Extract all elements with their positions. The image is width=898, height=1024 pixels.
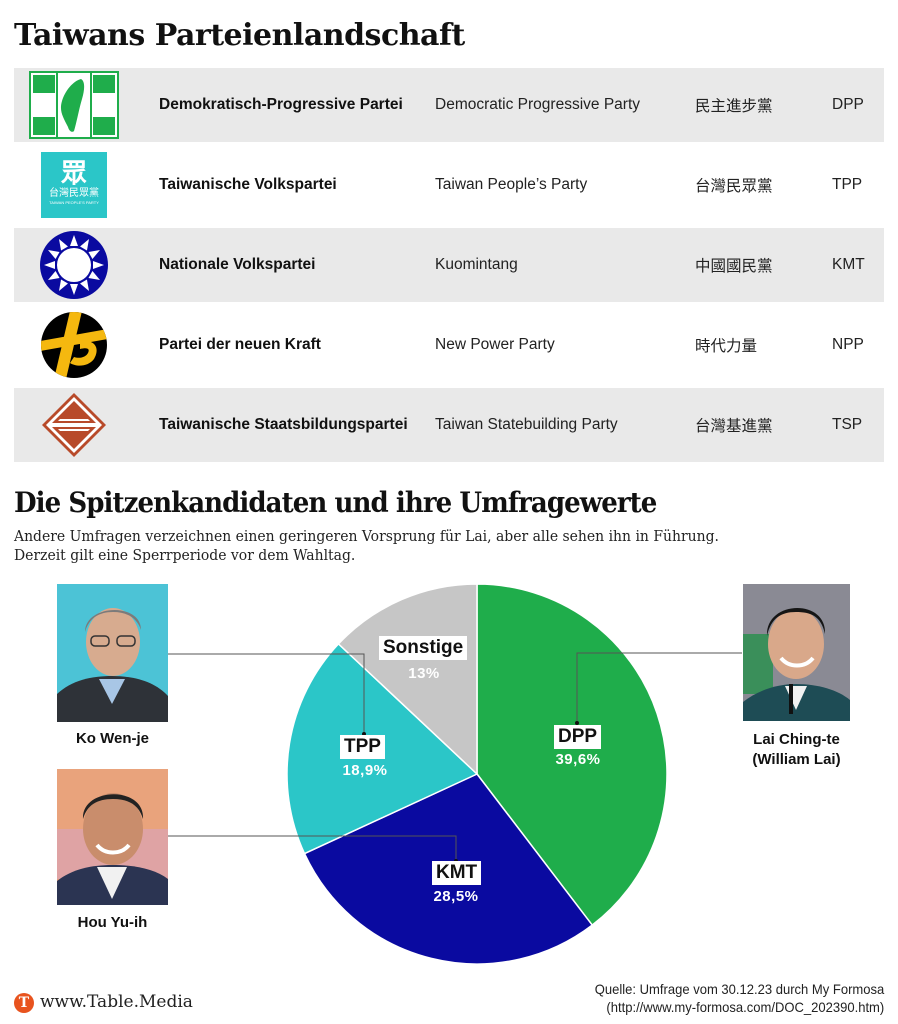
party-english-name: Taiwan Statebuilding Party bbox=[435, 416, 618, 433]
slice-label-dpp: DPP bbox=[554, 725, 602, 749]
portrait-icon bbox=[57, 608, 168, 722]
npp-logo-icon bbox=[41, 312, 107, 378]
party-abbr: TSP bbox=[832, 416, 863, 433]
candidate-name-lai: Lai Ching-te (William Lai) bbox=[752, 731, 841, 768]
section-subtitle: Andere Umfragen verzeichnen einen gering… bbox=[14, 527, 719, 564]
slice-label-tpp: TPP bbox=[340, 735, 385, 759]
slice-value-kmt: 28,5% bbox=[433, 888, 479, 905]
candidate-name-ko: Ko Wen-je bbox=[75, 730, 150, 747]
candidate-photo-lai bbox=[743, 584, 850, 721]
party-row-kmt: Nationale Volkspartei Kuomintang 中國國民黨 K… bbox=[14, 228, 884, 302]
party-row-tsp: Taiwanische Staatsbildungspartei Taiwan … bbox=[14, 388, 884, 462]
footer-url-link[interactable]: www.Table.Media bbox=[40, 992, 193, 1012]
slice-label-sonstige: Sonstige bbox=[379, 636, 468, 660]
party-german-name: Taiwanische Staatsbildungspartei bbox=[159, 416, 408, 433]
party-abbr: NPP bbox=[832, 336, 864, 353]
page-title: Taiwans Parteienlandschaft bbox=[14, 18, 465, 53]
source-note: Quelle: Umfrage vom 30.12.23 durch My Fo… bbox=[594, 981, 884, 1015]
candidate-photo-ko bbox=[57, 584, 168, 722]
party-row-tpp: 眾 台灣民眾黨 TAIWAN PEOPLE'S PARTY Taiwanisch… bbox=[14, 142, 884, 228]
party-table: Demokratisch-Progressive Partei Democrat… bbox=[14, 68, 884, 462]
party-abbr: KMT bbox=[832, 256, 865, 273]
party-chinese-name: 台灣民眾黨 bbox=[695, 178, 773, 195]
table-media-logo-icon: T bbox=[14, 993, 34, 1013]
pie-slice-dpp[interactable] bbox=[476, 583, 668, 927]
slice-value-tpp: 18,9% bbox=[342, 762, 388, 779]
party-german-name: Nationale Volkspartei bbox=[159, 256, 316, 273]
dpp-logo-icon bbox=[29, 71, 119, 139]
party-row-npp: Partei der neuen Kraft New Power Party 時… bbox=[14, 302, 884, 388]
portrait-icon bbox=[57, 793, 168, 905]
party-english-name: Democratic Progressive Party bbox=[435, 96, 641, 113]
party-abbr: DPP bbox=[832, 96, 864, 113]
party-english-name: New Power Party bbox=[435, 336, 555, 353]
slice-label-kmt: KMT bbox=[432, 861, 482, 885]
section-title: Die Spitzenkandidaten und ihre Umfragewe… bbox=[14, 486, 657, 519]
party-german-name: Taiwanische Volkspartei bbox=[159, 176, 337, 193]
party-english-name: Kuomintang bbox=[435, 256, 518, 273]
tpp-logo-icon: 眾 台灣民眾黨 TAIWAN PEOPLE'S PARTY bbox=[41, 152, 107, 218]
candidate-photo-hou bbox=[57, 769, 168, 905]
kmt-logo-icon bbox=[40, 231, 108, 299]
portrait-icon bbox=[743, 607, 850, 721]
party-german-name: Demokratisch-Progressive Partei bbox=[159, 96, 403, 113]
connector-lai-dpp bbox=[576, 652, 742, 723]
party-chinese-name: 中國國民黨 bbox=[695, 258, 773, 275]
party-german-name: Partei der neuen Kraft bbox=[159, 336, 321, 353]
candidate-name-hou: Hou Yu-ih bbox=[77, 914, 148, 931]
party-english-name: Taiwan People’s Party bbox=[435, 176, 588, 193]
slice-value-sonstige: 13% bbox=[408, 665, 440, 682]
party-chinese-name: 台灣基進黨 bbox=[695, 418, 773, 435]
tsp-logo-icon bbox=[42, 393, 106, 457]
party-row-dpp: Demokratisch-Progressive Partei Democrat… bbox=[14, 68, 884, 142]
connector-ko-tpp bbox=[168, 653, 365, 734]
pie-slice-sonstige[interactable] bbox=[337, 583, 478, 776]
party-chinese-name: 民主進步黨 bbox=[695, 98, 773, 115]
slice-value-dpp: 39,6% bbox=[555, 751, 601, 768]
connector-hou-kmt bbox=[168, 835, 457, 861]
party-chinese-name: 時代力量 bbox=[695, 338, 758, 355]
party-abbr: TPP bbox=[832, 176, 863, 193]
